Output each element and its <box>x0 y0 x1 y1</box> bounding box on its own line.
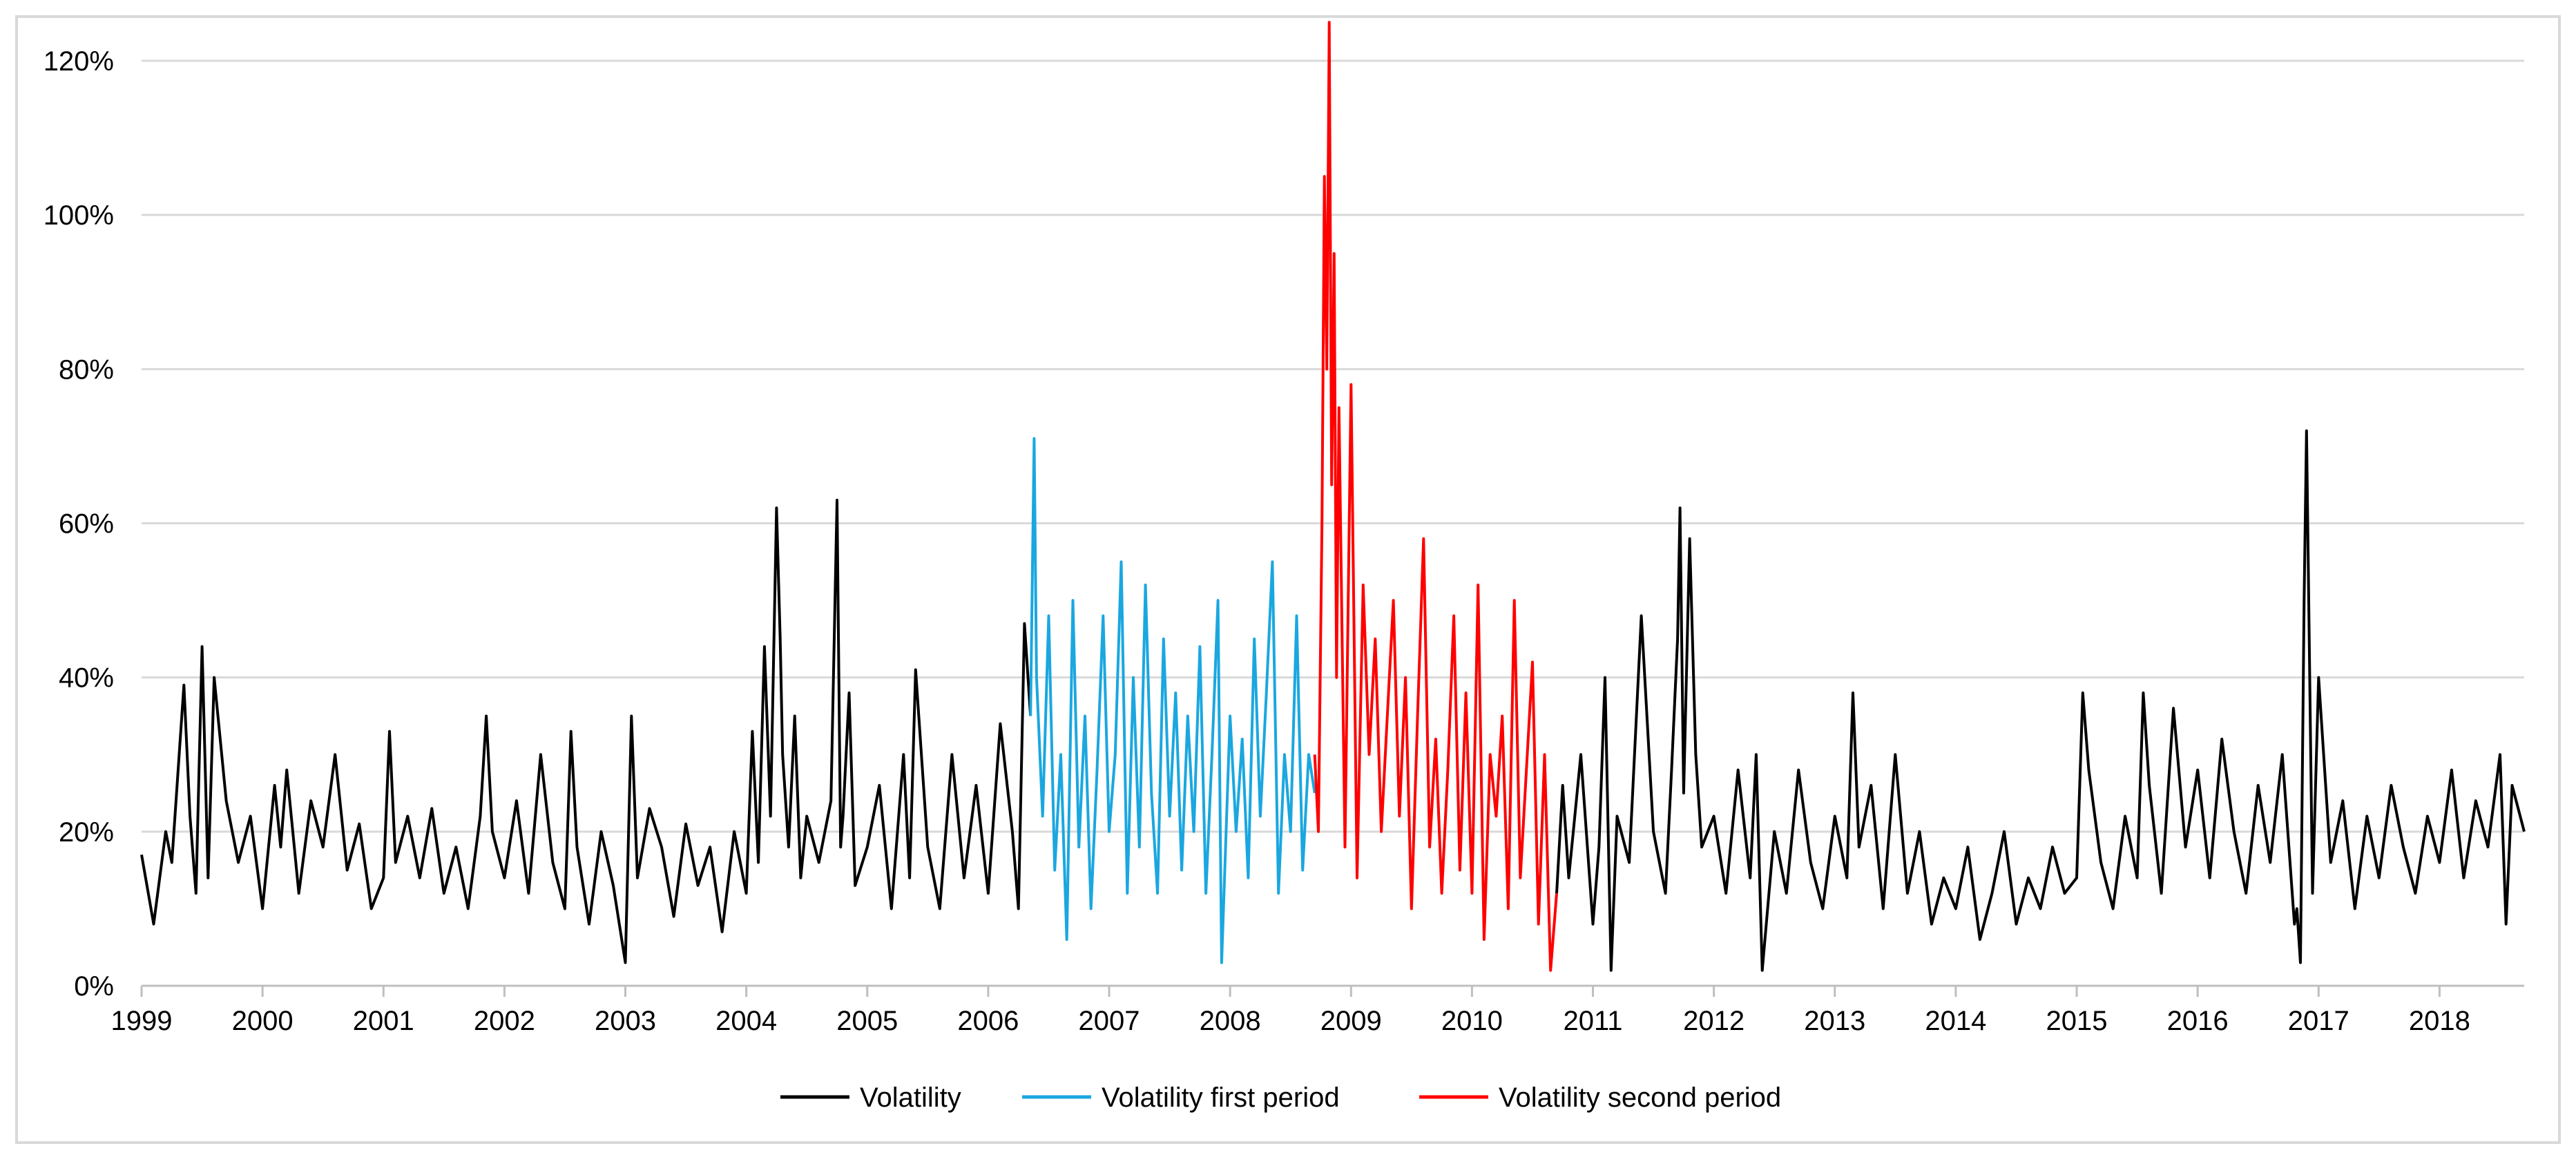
x-tick-label: 2005 <box>836 1006 898 1036</box>
y-tick-label: 40% <box>59 663 114 694</box>
x-tick-label: 2002 <box>474 1006 535 1036</box>
x-tick-label: 2012 <box>1683 1006 1744 1036</box>
legend-label: Volatility first period <box>1102 1082 1340 1113</box>
x-tick-label: 2011 <box>1564 1006 1623 1036</box>
x-tick-label: 2007 <box>1079 1006 1140 1036</box>
y-tick-label: 120% <box>44 46 114 77</box>
x-tick-label: 2008 <box>1200 1006 1261 1036</box>
y-tick-label: 80% <box>59 354 114 385</box>
legend-label: Volatility <box>860 1082 961 1113</box>
x-tick-label: 2016 <box>2167 1006 2229 1036</box>
x-tick-label: 2018 <box>2409 1006 2470 1036</box>
legend: Volatility Volatility first period Volatil… <box>780 1082 1781 1113</box>
series-line-volatility-first-period-1 <box>1029 437 1316 964</box>
x-tick-label: 2013 <box>1804 1006 1865 1036</box>
y-tick-label: 0% <box>74 971 114 1002</box>
x-tick-label: 2000 <box>232 1006 294 1036</box>
x-tick-label: 2003 <box>595 1006 656 1036</box>
y-tick-label: 100% <box>44 200 114 231</box>
x-tick-label: 2017 <box>2288 1006 2349 1036</box>
x-tick-label: 2015 <box>2046 1006 2108 1036</box>
y-tick-label: 60% <box>59 509 114 540</box>
series-lines <box>140 21 2526 972</box>
x-tick-label: 2001 <box>353 1006 414 1036</box>
series-line-volatility-second-period-2 <box>1313 21 1558 972</box>
chart-border <box>15 15 2561 1144</box>
legend-label: Volatility second period <box>1499 1082 1781 1113</box>
x-tick-label: 2006 <box>957 1006 1019 1036</box>
series-line-volatility-3 <box>1555 429 2526 972</box>
y-axis-tick-labels: 0% 20% 40% 60% 80% 100% 120% <box>44 46 114 1002</box>
x-axis: 1999 2000 2001 2002 2003 2004 2005 2006 2007 2008… <box>111 984 2524 1036</box>
x-tick-label: 2004 <box>715 1006 777 1036</box>
series-line-volatility-0 <box>140 499 1032 964</box>
y-tick-label: 20% <box>59 817 114 848</box>
x-tick-label: 2014 <box>1925 1006 1986 1036</box>
x-tick-label: 1999 <box>111 1006 173 1036</box>
x-tick-label: 2010 <box>1441 1006 1503 1036</box>
x-tick-label: 2009 <box>1320 1006 1382 1036</box>
